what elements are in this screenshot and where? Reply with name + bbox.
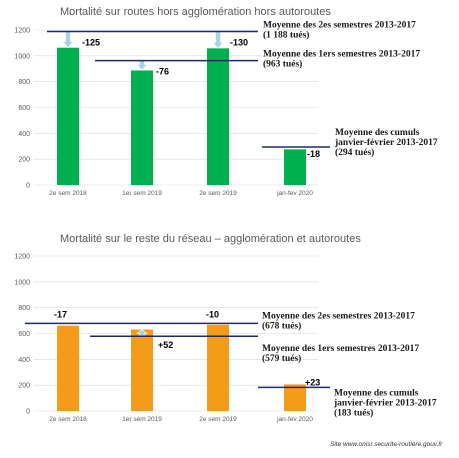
chart-other-network-svg: Mortalité sur le reste du réseau – agglo… bbox=[14, 233, 437, 423]
chart1-delta-label: -18 bbox=[307, 149, 320, 159]
chart1-reference-label: (1 188 tués) bbox=[263, 30, 309, 41]
chart2-y-tick-label: 800 bbox=[18, 305, 30, 312]
chart2-category-label: 1er sem 2019 bbox=[122, 416, 162, 423]
chart1-reference-label: janvier-février 2013-2017 bbox=[334, 138, 438, 148]
chart1-reference-label: (294 tués) bbox=[335, 147, 374, 158]
source-note: Site www.onisr.securite-routiere.gouv.fr bbox=[330, 441, 443, 448]
chart2-reference-label: (678 tués) bbox=[262, 320, 301, 331]
chart2-category-label: jan-fev 2020 bbox=[276, 416, 313, 423]
chart2-y-tick-label: 600 bbox=[18, 331, 30, 338]
chart2-delta-label: +23 bbox=[305, 377, 320, 387]
chart2-bar bbox=[207, 324, 229, 411]
chart1-y-tick-label: 0 bbox=[26, 183, 30, 190]
chart1-delta-label: -125 bbox=[82, 38, 100, 48]
chart1-category-label: 1er sem 2019 bbox=[122, 190, 162, 197]
chart1-y-tick-label: 1000 bbox=[14, 53, 30, 60]
chart2-bar bbox=[57, 325, 79, 411]
chart1-bar bbox=[57, 47, 79, 186]
chart2-reference-label: janvier-février 2013-2017 bbox=[333, 398, 437, 408]
chart2-category-label: 2e sem 2018 bbox=[49, 416, 87, 423]
chart1-change-arrow bbox=[136, 60, 148, 71]
chart2-bar bbox=[131, 329, 153, 411]
chart2-reference-label: Moyenne des 2es semestres 2013-2017 bbox=[262, 311, 415, 321]
chart1-y-tick-label: 1200 bbox=[14, 28, 30, 35]
chart2-bar bbox=[284, 384, 306, 411]
chart2-reference-label: Moyenne des 1ers semestres 2013-2017 bbox=[262, 344, 419, 354]
chart1-category-label: 2e sem 2018 bbox=[49, 190, 87, 197]
chart1-reference-label: (963 tués) bbox=[263, 59, 302, 70]
chart2-delta-label: -10 bbox=[206, 309, 219, 319]
chart2-delta-label: -17 bbox=[54, 309, 67, 319]
chart1-bar bbox=[284, 149, 306, 185]
chart1-change-arrow bbox=[62, 31, 74, 49]
chart2-y-tick-label: 0 bbox=[26, 409, 30, 416]
chart2-category-label: 2e sem 2019 bbox=[199, 416, 237, 423]
chart1-y-tick-label: 600 bbox=[18, 105, 30, 112]
chart2-delta-label: +52 bbox=[158, 340, 173, 350]
chart2-title: Mortalité sur le reste du réseau – agglo… bbox=[60, 233, 361, 245]
chart1-change-arrow bbox=[212, 31, 224, 49]
chart-other-network: Mortalité sur le reste du réseau – agglo… bbox=[0, 228, 459, 438]
chart1-delta-label: -76 bbox=[156, 67, 169, 77]
chart1-y-tick-label: 800 bbox=[18, 79, 30, 86]
chart2-y-tick-label: 1000 bbox=[14, 279, 30, 286]
chart2-y-tick-label: 1200 bbox=[14, 254, 30, 261]
chart1-y-tick-label: 400 bbox=[18, 131, 30, 138]
chart1-category-label: 2e sem 2019 bbox=[199, 190, 237, 197]
chart1-bar bbox=[207, 48, 229, 185]
chart1-delta-label: -130 bbox=[230, 38, 248, 48]
chart2-reference-label: (183 tués) bbox=[334, 407, 373, 418]
chart1-title: Mortalité sur routes hors agglomération … bbox=[60, 6, 331, 18]
chart1-category-label: jan-fev 2020 bbox=[276, 190, 313, 197]
chart2-reference-label: Moyenne des cumuls bbox=[334, 388, 419, 398]
chart2-y-tick-label: 200 bbox=[18, 383, 30, 390]
chart-rural-roads: Mortalité sur routes hors agglomération … bbox=[0, 0, 459, 215]
chart2-reference-label: (579 tués) bbox=[262, 353, 301, 364]
chart1-bar bbox=[131, 70, 153, 185]
chart1-y-tick-label: 200 bbox=[18, 157, 30, 164]
chart2-y-tick-label: 400 bbox=[18, 357, 30, 364]
chart1-reference-label: Moyenne des 2es semestres 2013-2017 bbox=[263, 21, 416, 31]
chart1-reference-label: Moyenne des cumuls bbox=[335, 128, 420, 138]
chart1-reference-label: Moyenne des 1ers semestres 2013-2017 bbox=[263, 50, 420, 60]
chart-rural-roads-svg: Mortalité sur routes hors agglomération … bbox=[14, 6, 438, 197]
